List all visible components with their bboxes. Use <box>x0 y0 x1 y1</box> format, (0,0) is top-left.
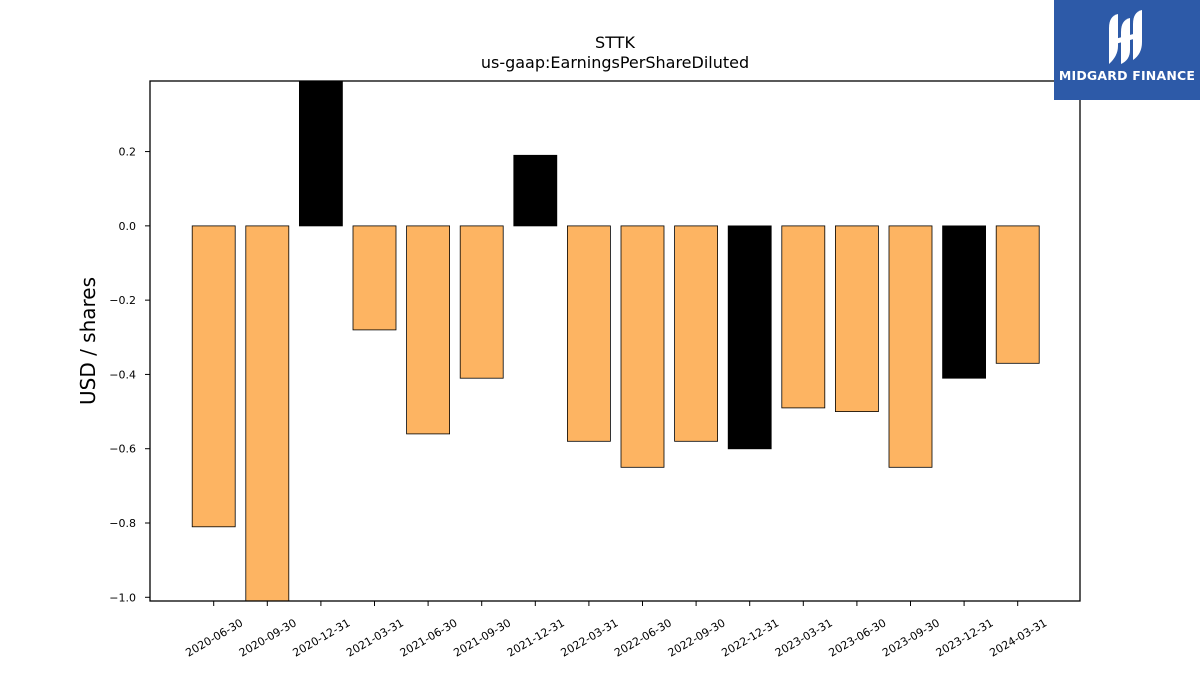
x-tick-label: 2020-06-30 <box>183 616 245 659</box>
bar-2022-12-31 <box>727 225 772 450</box>
bar-2021-12-31 <box>513 154 558 227</box>
y-tick-label: −0.8 <box>109 517 136 530</box>
x-tick-label: 2022-03-31 <box>559 616 621 659</box>
y-tick-label: 0.0 <box>119 220 137 233</box>
bar-2024-03-31 <box>995 225 1040 364</box>
x-tick-label: 2021-09-30 <box>451 616 513 659</box>
bar-2020-06-30 <box>191 225 236 528</box>
x-tick-label: 2023-09-30 <box>880 616 942 659</box>
bar-2021-03-31 <box>352 225 397 331</box>
x-tick-label: 2023-12-31 <box>934 616 996 659</box>
midgard-logo-icon <box>1109 10 1142 64</box>
bar-2023-06-30 <box>835 225 879 412</box>
x-tick-label: 2024-03-31 <box>987 616 1049 659</box>
bar-2023-09-30 <box>888 225 933 468</box>
bar-2020-09-30 <box>245 225 290 602</box>
x-tick-label: 2022-12-31 <box>719 616 781 659</box>
bar-2023-12-31 <box>942 225 986 379</box>
bar-2021-06-30 <box>406 225 451 435</box>
x-axis: 2020-06-302020-09-302020-12-312021-03-31… <box>183 601 1049 660</box>
x-tick-label: 2021-03-31 <box>344 616 406 659</box>
y-tick-label: −0.6 <box>109 443 136 456</box>
bars-group <box>191 80 1040 602</box>
chart-subtitle: us-gaap:EarningsPerShareDiluted <box>481 53 749 72</box>
y-tick-label: 0.2 <box>119 146 137 159</box>
x-tick-label: 2022-06-30 <box>612 616 674 659</box>
x-tick-label: 2021-12-31 <box>505 616 567 659</box>
bar-2023-03-31 <box>781 225 826 409</box>
x-tick-label: 2023-03-31 <box>773 616 835 659</box>
brand-logo: MIDGARD FINANCE <box>1054 0 1200 100</box>
x-tick-label: 2020-12-31 <box>291 616 353 659</box>
plot-frame <box>149 80 1081 602</box>
bar-2021-09-30 <box>459 225 504 379</box>
x-tick-label: 2021-06-30 <box>398 616 460 659</box>
x-tick-label: 2022-09-30 <box>666 616 728 659</box>
y-tick-label: −0.2 <box>109 294 136 307</box>
x-tick-label: 2023-06-30 <box>827 616 889 659</box>
y-axis-label: USD / shares <box>76 277 100 405</box>
bar-2020-12-31 <box>298 80 343 227</box>
chart-title: STTK <box>595 33 635 52</box>
y-axis: −1.0 −0.8 −0.6 −0.4 −0.2 0.0 0.2 <box>109 146 150 604</box>
bar-2022-09-30 <box>674 225 718 442</box>
brand-name: MIDGARD FINANCE <box>1058 68 1196 83</box>
y-tick-label: −1.0 <box>109 591 136 604</box>
bar-2022-03-31 <box>567 225 611 442</box>
bar-2022-06-30 <box>620 225 665 468</box>
y-tick-label: −0.4 <box>109 368 136 381</box>
x-tick-label: 2020-09-30 <box>237 616 299 659</box>
